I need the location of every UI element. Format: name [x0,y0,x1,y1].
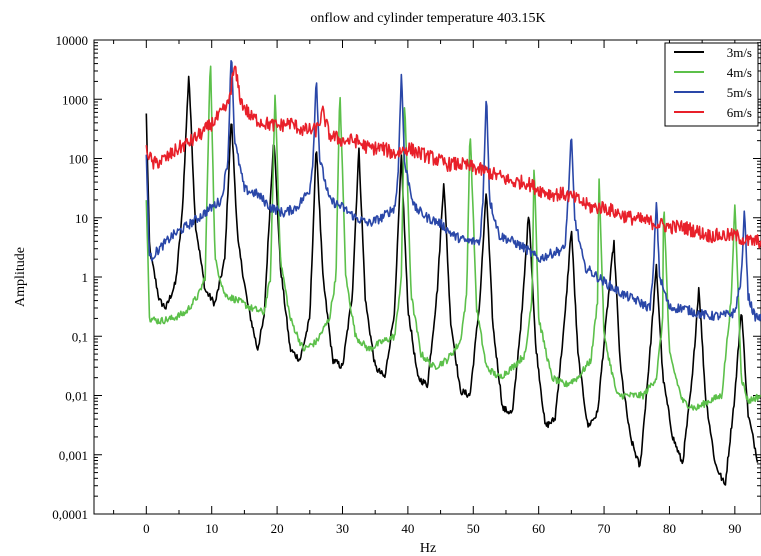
x-axis: 0 10 20 30 40 50 60 70 80 90 [113,40,741,536]
series-line-4ms [145,65,761,411]
y-tick-label: 0,0001 [52,507,88,522]
plot-frame [93,39,761,515]
x-tick-label: 30 [336,521,349,536]
legend-label: 3m/s [727,45,752,60]
x-tick-label: 40 [401,521,414,536]
legend-label: 4m/s [727,65,752,80]
x-tick-label: 90 [728,521,741,536]
y-tick-label: 10 [75,211,88,226]
series-layer [145,59,761,486]
y-axis: 0,0001 0,001 0,01 0,1 1 10 100 1000 10000 [52,33,761,522]
series-line-5ms [145,59,761,322]
y-tick-label: 1 [82,270,89,285]
x-axis-label: Hz [420,541,436,556]
y-tick-label: 0,1 [72,329,88,344]
y-tick-label: 1000 [62,92,88,107]
legend-label: 5m/s [727,85,752,100]
x-tick-label: 70 [598,521,611,536]
y-tick-label: 10000 [56,33,89,48]
y-tick-label: 100 [69,152,89,167]
y-tick-label: 0,001 [59,448,88,463]
series-line-3ms [145,75,759,486]
legend: 3m/s 4m/s 5m/s 6m/s [664,42,759,127]
x-tick-label: 0 [143,521,150,536]
series-line-6ms [145,65,761,249]
legend-label: 6m/s [727,105,752,120]
x-tick-label: 80 [663,521,676,536]
x-tick-label: 60 [532,521,545,536]
x-tick-label: 10 [205,521,218,536]
y-tick-label: 0,01 [65,389,88,404]
y-axis-label: Amplitude [13,247,28,307]
x-tick-label: 20 [271,521,284,536]
chart-title: onflow and cylinder temperature 403.15K [310,11,545,26]
x-tick-label: 50 [467,521,480,536]
